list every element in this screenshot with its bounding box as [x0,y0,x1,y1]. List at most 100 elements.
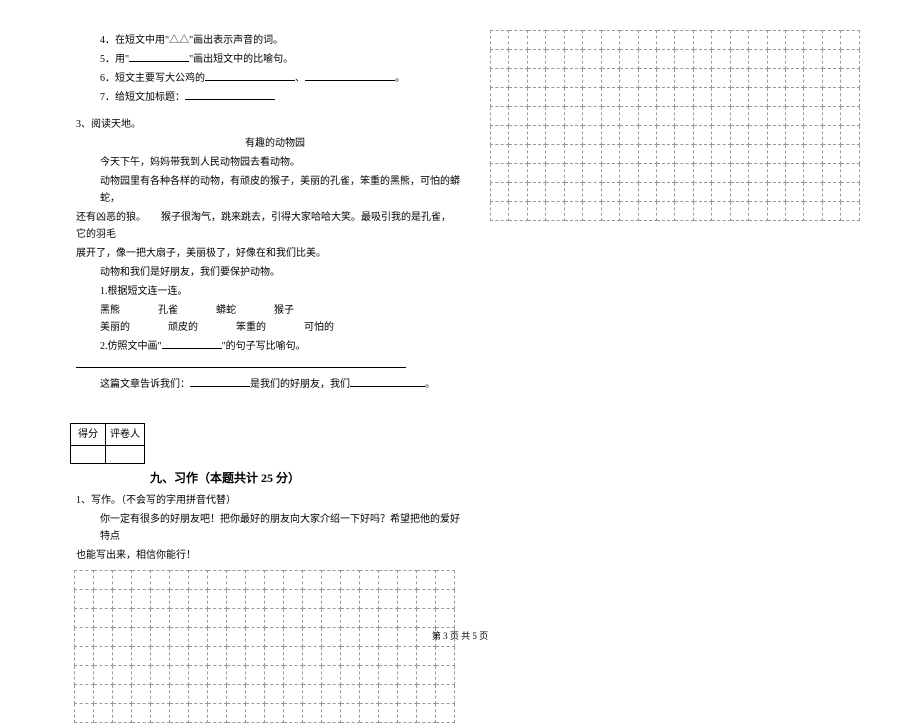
grid-cell [491,183,509,202]
grid-cell [379,685,398,704]
grid-cell [436,704,455,723]
grid-cell [693,88,711,107]
grid-cell [527,145,545,164]
sub1: 1.根据短文连一连。 [40,283,460,300]
grid-cell [822,31,840,50]
grid-cell [564,107,582,126]
grid-cell [656,164,674,183]
grid-cell [675,88,693,107]
grid-cell [730,88,748,107]
grid-cell [693,50,711,69]
grid-cell [675,183,693,202]
grid-cell [113,685,132,704]
grid-cell [601,164,619,183]
grid-cell [303,666,322,685]
grid-cell [638,202,656,221]
grid-cell [656,183,674,202]
grid-cell [675,107,693,126]
grid-cell [360,685,379,704]
grid-cell [730,107,748,126]
grid-cell [693,202,711,221]
grid-cell [601,31,619,50]
grid-cell [265,666,284,685]
grid-cell [417,666,436,685]
grid-cell [546,164,564,183]
q6-pre: 6．短文主要写大公鸡的 [100,73,205,84]
grid-cell [786,50,804,69]
grid-cell [151,666,170,685]
p5: 动物和我们是好朋友，我们要保护动物。 [40,264,460,281]
grid-cell [749,183,767,202]
grid-cell [303,590,322,609]
grid-cell [94,685,113,704]
grid-cell [170,666,189,685]
grid-cell [638,50,656,69]
grid-cell [227,571,246,590]
grid-cell [841,31,860,50]
grid-cell [398,571,417,590]
grid-cell [564,126,582,145]
grid-cell [527,126,545,145]
page-footer: 第 3 页 共 5 页 [0,629,920,642]
grid-cell [693,69,711,88]
q4: 4．在短文中用"△△"画出表示声音的词。 [40,32,460,49]
p2: 动物园里有各种各样的动物，有顽皮的猴子，美丽的孔雀，笨重的黑熊，可怕的蟒蛇， [40,173,460,207]
grid-cell [841,164,860,183]
m1-1: 黑熊 [100,302,120,319]
grid-cell [841,126,860,145]
grid-cell [841,69,860,88]
grid-cell [767,145,785,164]
q6-sep: 、 [295,73,305,84]
grid-cell [712,31,730,50]
conclusion: 这篇文章告诉我们：是我们的好朋友，我们。 [40,376,460,393]
grid-cell [583,69,601,88]
grid-cell [189,609,208,628]
grid-cell [638,183,656,202]
grid-cell [246,685,265,704]
grid-cell [546,50,564,69]
grid-cell [170,704,189,723]
grid-cell [583,88,601,107]
grid-cell [75,609,94,628]
grid-cell [767,107,785,126]
grid-cell [189,571,208,590]
grid-cell [189,685,208,704]
grid-cell [675,69,693,88]
p3: 还有凶恶的狼。 猴子很淘气，跳来跳去，引得大家哈哈大笑。最吸引我的是孔雀，它的羽… [40,209,460,243]
grid-cell [804,126,822,145]
q3: 3、阅读天地。 [40,116,460,133]
grid-cell [379,571,398,590]
grid-cell [113,704,132,723]
grid-cell [822,202,840,221]
grid-cell [303,685,322,704]
s9-q1: 1、写作。（不会写的字用拼音代替） [40,492,460,509]
grid-cell [749,50,767,69]
grid-cell [786,126,804,145]
grid-cell [786,107,804,126]
grid-cell [398,590,417,609]
grid-cell [804,107,822,126]
grid-cell [804,88,822,107]
grid-cell [509,164,527,183]
grid-cell [712,164,730,183]
grid-cell [436,571,455,590]
grid-cell [265,704,284,723]
grid-cell [620,164,638,183]
grid-cell [564,183,582,202]
writing-grid-right [490,30,860,221]
grid-cell [246,666,265,685]
grid-cell [804,31,822,50]
grid-cell [601,202,619,221]
grid-cell [638,107,656,126]
grid-cell [767,164,785,183]
grid-cell [767,50,785,69]
m2-4: 可怕的 [304,319,334,336]
passage-title: 有趣的动物园 [40,135,460,152]
grid-cell [151,609,170,628]
grid-cell [620,126,638,145]
grid-cell [564,69,582,88]
grid-cell [189,590,208,609]
grid-cell [527,107,545,126]
grid-cell [620,183,638,202]
grid-cell [730,126,748,145]
